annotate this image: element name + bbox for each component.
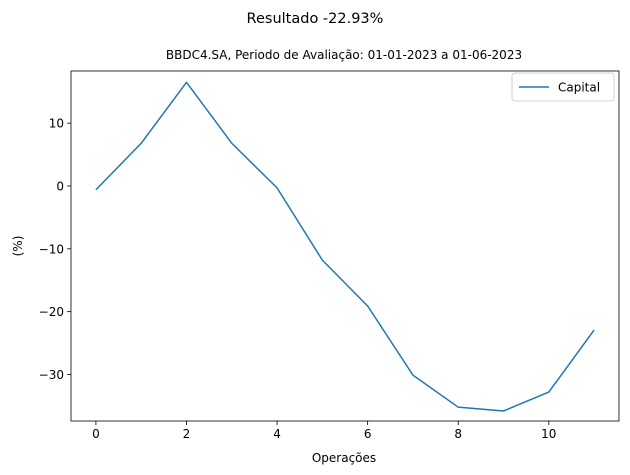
y-tick-label: −10: [39, 242, 64, 256]
axes-frame: [70, 70, 620, 422]
series-line-0: [95, 81, 595, 412]
y-axis-label: (%): [11, 236, 25, 257]
legend: Capital: [511, 72, 615, 102]
x-tick-label: 2: [183, 427, 191, 441]
y-tick-label: 10: [49, 117, 64, 131]
plot-area: 0 2 4 6 8 10 10 0 −10 −20 −30: [39, 70, 620, 441]
x-tick-label: 4: [273, 427, 281, 441]
chart-title: BBDC4.SA, Periodo de Avaliação: 01-01-20…: [166, 48, 522, 62]
x-tick-label: 8: [454, 427, 462, 441]
x-tick-label: 0: [92, 427, 100, 441]
y-tick-label: −30: [39, 368, 64, 382]
legend-box: [511, 72, 615, 102]
legend-label-capital: Capital: [558, 81, 600, 95]
y-tick-label: 0: [56, 179, 64, 193]
chart-suptitle: Resultado -22.93%: [247, 11, 384, 27]
y-tick-label: −20: [39, 305, 64, 319]
x-tick-label: 10: [541, 427, 556, 441]
x-tick-label: 6: [364, 427, 372, 441]
x-axis-label: Operações: [312, 451, 376, 465]
